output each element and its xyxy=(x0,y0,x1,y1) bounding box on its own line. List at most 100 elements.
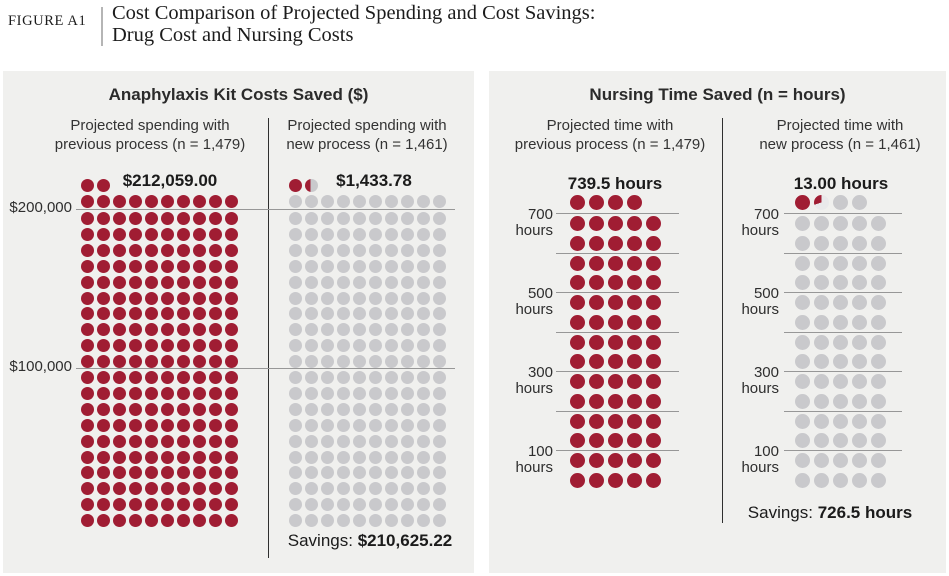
grid-dot-red xyxy=(129,259,142,273)
grid-dot-gray xyxy=(852,235,868,251)
grid-dot-red xyxy=(627,453,643,468)
grid-dot-gray xyxy=(305,450,318,464)
grid-dot-red xyxy=(225,418,238,432)
grid-dot-gray xyxy=(353,418,366,432)
grid-dot-red xyxy=(129,418,142,432)
grid-dot-red xyxy=(97,434,110,448)
grid-dot-red xyxy=(209,212,222,225)
grid-dot-red xyxy=(113,275,126,289)
grid-dot-red xyxy=(225,212,238,225)
grid-dot-gray xyxy=(417,418,430,432)
grid-dot-red xyxy=(97,179,110,192)
grid-dot-red xyxy=(588,393,604,409)
grid-dot-red xyxy=(145,450,158,464)
grid-dot-red xyxy=(129,514,142,528)
grid-dot-red xyxy=(225,371,238,384)
grid-dot-red xyxy=(161,339,174,353)
grid-dot-gray xyxy=(813,472,829,488)
axis-label-number: 500 xyxy=(753,285,779,302)
grid-dot-gray xyxy=(305,291,318,305)
grid-dot-red xyxy=(209,227,222,241)
grid-dot-red xyxy=(97,402,110,416)
grid-dot-red xyxy=(607,433,623,449)
grid-dot-red xyxy=(569,216,585,231)
grid-dot-gray xyxy=(417,482,430,496)
grid-dot-red xyxy=(177,307,190,321)
grid-dot-red xyxy=(81,195,94,208)
grid-dot-gray xyxy=(337,195,350,208)
grid-dot-gray xyxy=(321,212,334,225)
grid-dot-red xyxy=(113,371,126,384)
grid-dot-gray xyxy=(289,466,302,480)
grid-dot-red xyxy=(209,195,222,208)
grid-dot-gray xyxy=(337,434,350,448)
grid-dot-red xyxy=(161,386,174,400)
grid-dot-red xyxy=(81,402,94,416)
grid-dot-gray xyxy=(813,295,829,310)
grid-dot-red xyxy=(209,355,222,369)
grid-dot-gray xyxy=(369,212,382,225)
grid-dot-gray xyxy=(832,413,848,429)
grid-dot-red xyxy=(569,413,585,429)
grid-dot-red xyxy=(81,339,94,353)
grid-dot-red xyxy=(177,243,190,257)
grid-dot-red xyxy=(129,243,142,257)
grid-dot-red xyxy=(225,243,238,257)
grid-dot-red xyxy=(646,334,662,350)
grid-dot-red xyxy=(588,472,604,488)
hours-gridline xyxy=(556,410,679,412)
grid-dot-red xyxy=(627,374,643,389)
grid-dot-red xyxy=(225,355,238,369)
grid-dot-gray xyxy=(852,393,868,409)
grid-dot-red xyxy=(129,450,142,464)
grid-dot-red xyxy=(209,275,222,289)
grid-dot-gray xyxy=(337,386,350,400)
savings-dollars: Savings: $210,625.22 xyxy=(288,531,452,551)
grid-dot-red xyxy=(209,434,222,448)
grid-dot-red xyxy=(627,334,643,350)
grid-dot-red xyxy=(607,235,623,251)
grid-dot-red xyxy=(588,354,604,370)
grid-dot-gray xyxy=(353,386,366,400)
grid-dot-gray xyxy=(871,314,887,330)
grid-dot-red xyxy=(113,339,126,353)
grid-dot-gray xyxy=(369,450,382,464)
grid-dot-red xyxy=(129,402,142,416)
grid-dot-gray xyxy=(353,402,366,416)
grid-dot-red xyxy=(129,466,142,480)
grid-dot-red xyxy=(81,498,94,512)
grid-dot-gray xyxy=(813,216,829,231)
y-axis-label: 300 hours xyxy=(723,365,779,396)
grid-dot-gray xyxy=(401,339,414,353)
grid-dot-red xyxy=(161,227,174,241)
grid-dot-gray xyxy=(289,498,302,512)
grid-dot-gray xyxy=(321,339,334,353)
grid-dot-red xyxy=(113,243,126,257)
grid-dot-red xyxy=(209,450,222,464)
grid-dot-gray xyxy=(417,195,430,208)
grid-dot-red xyxy=(97,275,110,289)
grid-dot-gray xyxy=(305,227,318,241)
grid-dot-gray xyxy=(289,514,302,528)
grid-dot-gray xyxy=(417,386,430,400)
grid-dot-red xyxy=(161,450,174,464)
grid-dot-gray xyxy=(794,354,810,370)
grid-dot-red xyxy=(289,179,302,192)
grid-dot-gray xyxy=(813,354,829,370)
grid-dot-red xyxy=(145,291,158,305)
grid-dot-gray xyxy=(433,291,446,305)
grid-dot-red xyxy=(225,339,238,353)
grid-dot-red xyxy=(607,374,623,389)
grid-dot-red xyxy=(627,216,643,231)
grid-dot-red xyxy=(145,339,158,353)
grid-dot-gray xyxy=(871,433,887,449)
grid-dot-gray xyxy=(417,450,430,464)
grid-dot-red xyxy=(209,482,222,496)
grid-dot-gray xyxy=(305,195,318,208)
grid-dot-red xyxy=(193,227,206,241)
axis-label-unit: hours xyxy=(741,458,779,476)
grid-dot-gray xyxy=(305,402,318,416)
savings-value: $210,625.22 xyxy=(357,531,453,550)
grid-dot-gray xyxy=(289,355,302,369)
grid-dot-gray xyxy=(433,339,446,353)
